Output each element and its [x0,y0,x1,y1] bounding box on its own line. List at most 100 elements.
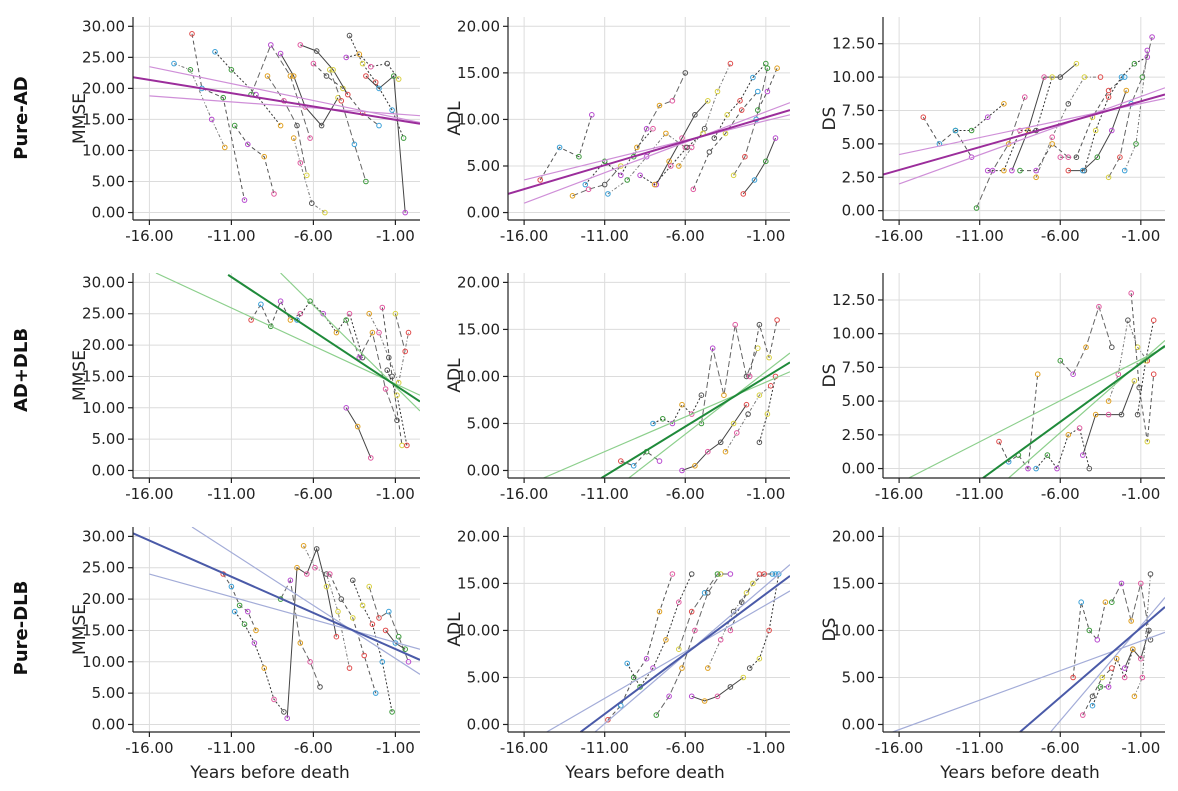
panel-ad-dlb-adl-x-tick-label: -11.00 [581,485,629,503]
panel-ad-dlb-ds-data [909,291,1165,478]
panel-ad-dlb-ds-x-tick-label: -16.00 [875,485,923,503]
panel-pure-ad-ds-fit-ci-line [899,98,1165,154]
panels-layer: -16.00 -11.00 -6.00 -1.000.005.0010.0015.00… [70,17,1165,757]
panel-pure-dlb-adl-y-axis-title: ADL [445,612,465,647]
panel-ad-dlb-mmse-subject-point [383,387,388,392]
panel-ad-dlb-ds-x-tick-label: -6.00 [1041,485,1080,503]
panel-ad-dlb-adl: -16.00 -11.00 -6.00 -1.00 0.00 5.00 10.00 15.00… [445,273,790,503]
panel-pure-ad-adl: -16.00 -11.00 -6.00 -1.000.005.0010.0015.00… [445,17,790,245]
panel-pure-ad-adl-x-tick-label: -1.00 [746,227,785,245]
panel-pure-dlb-adl-subject-point [728,572,733,577]
panel-ad-dlb-ds-y-tick-label: 7.50 [842,358,875,376]
panel-pure-dlb-ds-subject-point [1132,694,1137,699]
panel-pure-ad-adl-subject-point [728,61,733,66]
panel-pure-ad-ds-subject-point [1106,88,1111,93]
panel-ad-dlb-ds-fit-ci-line [909,347,1165,478]
panel-pure-ad-mmse-x-tick-label: -11.00 [207,227,255,245]
panel-pure-dlb-ds-subject-point [1110,666,1115,671]
x-axis-title-col-2: Years before death [564,763,724,783]
panel-ad-dlb-adl-y-axis-title: ADL [445,358,465,393]
panel-pure-ad-adl-subject-point [775,66,780,71]
panel-ad-dlb-adl-subject-point [680,402,685,407]
panel-ad-dlb-mmse-x-tick-label: -11.00 [207,485,255,503]
panel-pure-ad-adl-x-tick-label: -16.00 [500,227,548,245]
panel-pure-dlb-mmse-x-tick-label: -16.00 [125,739,173,757]
panel-pure-ad-adl-subject-point [707,150,712,155]
panel-pure-dlb-ds-x-tick-label: -16.00 [875,739,923,757]
panel-ad-dlb-adl-subject-point [660,417,665,422]
panel-ad-dlb-adl-x-tick-label: -16.00 [500,485,548,503]
panel-pure-ad-adl-subject-point [664,131,669,136]
panel-pure-ad-mmse: -16.00 -11.00 -6.00 -1.000.005.0010.0015.00… [70,17,420,245]
panel-pure-ad-ds-y-tick-label: 7.50 [842,101,875,119]
panel-ad-dlb-ds-subject-point [1110,345,1115,350]
panel-ad-dlb-adl-subject-line [750,320,777,376]
panel-pure-ad-ds-x-tick-label: -11.00 [956,227,1004,245]
panel-pure-ad-ds-subject-line [977,97,1025,208]
panel-pure-ad-adl-y-axis-title: ADL [445,101,465,136]
panel-pure-ad-adl-fit-ci-line [524,115,790,180]
panel-pure-ad-ds-x-tick-label: -16.00 [875,227,923,245]
panel-ad-dlb-adl-x-tick-label: -1.00 [746,485,785,503]
panel-pure-dlb-mmse-subject-line [353,580,392,712]
panel-pure-ad-mmse-x-tick-label: -1.00 [376,227,415,245]
panel-pure-ad-adl-subject-point [625,178,630,183]
panel-pure-ad-mmse-x-tick-label: -16.00 [125,227,173,245]
panel-pure-dlb-adl-x-tick-label: -16.00 [500,739,548,757]
panel-pure-ad-ds-x-tick-label: -6.00 [1041,227,1080,245]
panel-pure-dlb-mmse-subject-point [282,710,287,715]
panel-ad-dlb-mmse-y-axis-title: MMSE [70,350,90,401]
panel-pure-dlb-mmse-subject-point [318,685,323,690]
panel-pure-ad-ds-x-tick-label: -1.00 [1121,227,1160,245]
panel-pure-ad-mmse-data [133,32,420,215]
panel-pure-ad-mmse-x-tick-label: -6.00 [294,227,333,245]
panel-pure-dlb-mmse-y-tick-label: 0.00 [92,715,125,733]
panel-pure-ad-adl-y-tick-label: 0.00 [467,204,500,222]
panel-ad-dlb-ds-subject-line [1060,307,1112,375]
panel-pure-dlb-mmse-y-tick-label: 25.00 [82,559,125,577]
panel-pure-dlb-mmse-fit-line [133,533,420,660]
panel-pure-ad-adl-subject-line [679,64,731,166]
panel-pure-ad-ds-y-tick-label: 10.00 [832,68,875,86]
panel-ad-dlb-adl-subject-point [657,459,662,464]
panel-pure-ad-adl-subject-line [573,166,621,196]
panel-ad-dlb-mmse-subject-line [346,408,371,458]
panel-ad-dlb-mmse-y-tick-label: 0.00 [92,461,125,479]
panel-pure-ad-mmse-subject-line [235,126,274,194]
panel-pure-ad-adl-y-tick-label: 20.00 [457,17,500,35]
panel-pure-ad-mmse-subject-line [251,45,310,138]
panel-pure-dlb-mmse-x-tick-label: -1.00 [376,739,415,757]
panel-pure-ad-mmse-fit-ci-line [149,67,420,123]
panel-ad-dlb-mmse-subject-point [400,443,405,448]
panel-pure-ad-ds-subject-point [1132,61,1137,66]
panel-pure-dlb-mmse-fit-ci-line [192,527,420,674]
panel-pure-dlb-adl-subject-point [689,572,694,577]
panel-ad-dlb-mmse-data [156,273,420,460]
panel-pure-ad-mmse-y-axis-title: MMSE [70,93,90,144]
panel-ad-dlb-adl-subject-line [726,386,771,452]
panel-pure-ad-mmse-subject-point [396,77,401,82]
panel-ad-dlb-adl-subject-point [631,464,636,469]
panel-pure-dlb-adl: -16.00 -11.00 -6.00 -1.000.005.0010.0015.00… [445,527,790,757]
panel-pure-dlb-ds-fit-ci-line [1051,598,1165,732]
panel-pure-ad-adl-subject-point [689,145,694,150]
panel-pure-ad-mmse-subject-line [281,54,338,126]
panel-ad-dlb-adl-x-tick-label: -6.00 [666,485,705,503]
row-label-pure-ad: Pure-AD [11,76,32,159]
panel-pure-dlb-ds-y-tick-label: 5.00 [842,668,875,686]
panel-pure-dlb-adl-subject-line [656,574,720,715]
panel-pure-ad-adl-fit-line [508,110,790,194]
panel-ad-dlb-mmse-x-tick-label: -1.00 [376,485,415,503]
panel-ad-dlb-ds-x-tick-label: -11.00 [956,485,1004,503]
panel-ad-dlb-ds-subject-line [1083,381,1135,455]
panel-ad-dlb-adl-subject-line [759,376,775,442]
panel-pure-ad-mmse-subject-point [223,145,228,150]
panel-pure-ad-mmse-y-tick-label: 25.00 [82,48,125,66]
panel-ad-dlb-mmse-subject-line [395,314,405,352]
panel-pure-ad-mmse-subject-point [269,43,274,48]
panel-pure-dlb-mmse-subject-point [242,622,247,627]
panel-pure-dlb-mmse-data [133,527,420,721]
panel-ad-dlb-mmse-subject-point [369,456,374,461]
panel-pure-dlb-mmse-y-axis-title: MMSE [70,604,90,655]
